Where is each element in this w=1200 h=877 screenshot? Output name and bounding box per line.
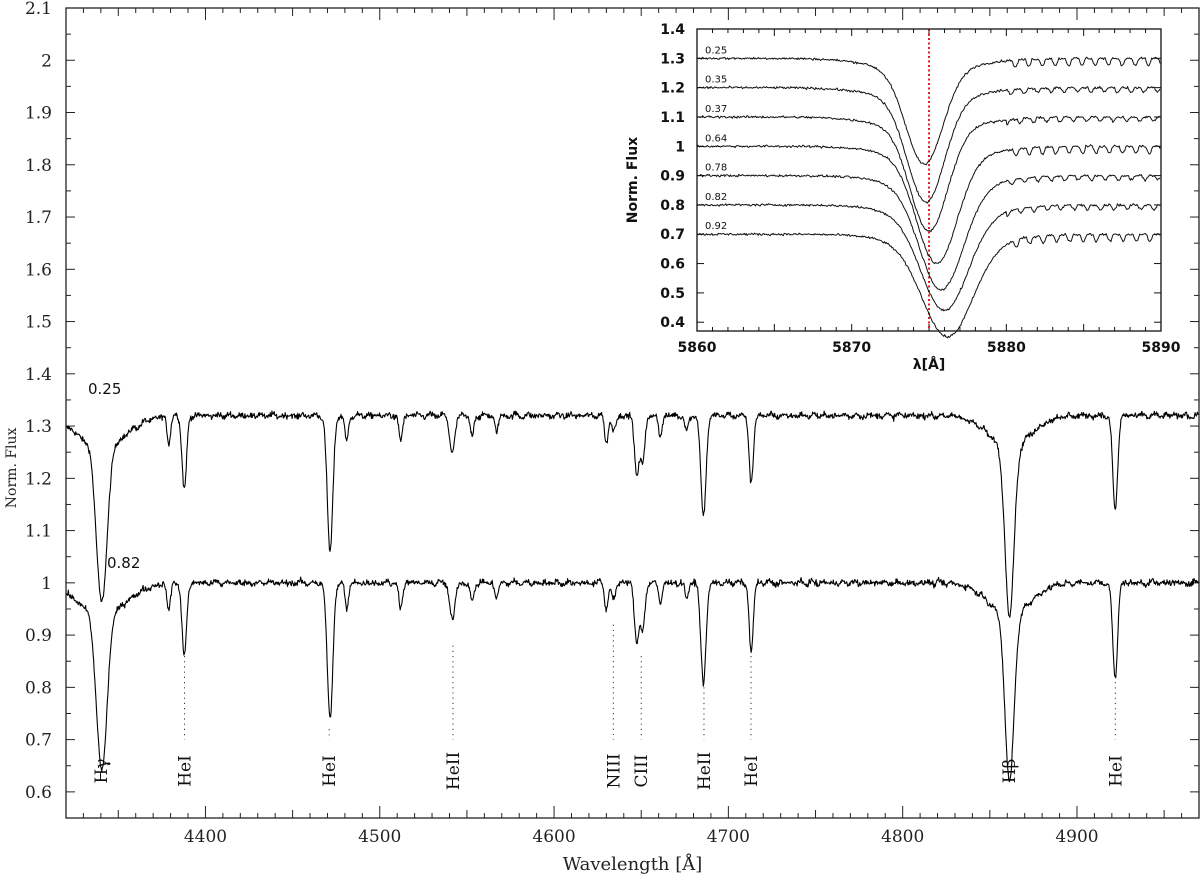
- inset-x-tick-label: 5860: [678, 340, 717, 356]
- main-y-tick-label: 0.8: [25, 678, 52, 698]
- inset-y-axis-label: Norm. Flux: [625, 137, 641, 223]
- inset-phase-label: 0.64: [705, 133, 727, 144]
- line-markers: Hγ HeI HeI HeII NIII CIII HeII HeI Hβ HeI: [92, 624, 1126, 790]
- phase-labels: 0.25 0.82: [88, 380, 140, 572]
- inset-series-0.78: [696, 173, 1161, 291]
- main-x-tick-label: 4500: [358, 827, 401, 847]
- inset-series-0.64: [696, 144, 1161, 265]
- main-y-tick-label: 1.2: [25, 469, 52, 489]
- phase-label: 0.82: [107, 554, 140, 572]
- main-x-tick-label: 4800: [881, 827, 924, 847]
- line-id-label: CIII: [632, 754, 652, 787]
- inset-y-tick-label: 1.2: [660, 81, 685, 97]
- inset-plot-frame: [696, 28, 1162, 332]
- inset-phase-label: 0.92: [705, 221, 727, 232]
- main-x-axis-label: Wavelength [Å]: [563, 853, 703, 875]
- inset-x-tick-label: 5890: [1142, 340, 1181, 356]
- inset-chart: 0.4 0.5 0.6 0.7 0.8 0.9 1 1.1 1.2 1.3 1.4 5860 5870…: [625, 22, 1181, 373]
- main-y-tick-label: 0.9: [25, 626, 52, 646]
- line-id-label: HeII: [695, 752, 715, 790]
- line-id-label: HeI: [1106, 755, 1126, 787]
- inset-phase-labels: 0.25 0.35 0.37 0.64 0.78 0.82 0.92: [705, 45, 727, 232]
- main-y-tick-label: 2.1: [25, 0, 52, 19]
- inset-phase-label: 0.25: [705, 45, 727, 56]
- inset-series-0.92: [696, 232, 1161, 339]
- inset-series-0.37: [696, 115, 1161, 233]
- inset-y-tick-label: 0.6: [660, 257, 685, 273]
- main-y-tick-label: 1.3: [25, 417, 52, 437]
- line-id-label: Hγ: [92, 758, 112, 783]
- main-x-tick-label: 4400: [184, 827, 227, 847]
- inset-phase-label: 0.37: [705, 104, 727, 115]
- inset-y-tick-label: 0.7: [660, 227, 685, 243]
- inset-series-0.82: [696, 203, 1161, 312]
- main-plot-frame: [65, 7, 1200, 819]
- main-y-axis: 0.6 0.7 0.8 0.9 1 1.1 1.2 1.3 1.4 1.5 1.6 1.7 1.8 1.9…: [25, 0, 1199, 803]
- inset-series-group: [696, 56, 1161, 339]
- main-y-tick-label: 1.9: [25, 104, 52, 124]
- inset-series-0.35: [696, 85, 1161, 204]
- line-id-label: HeI: [742, 755, 762, 787]
- main-x-tick-label: 4700: [707, 827, 750, 847]
- inset-y-tick-label: 1: [675, 139, 685, 155]
- main-y-tick-label: 1.5: [25, 313, 52, 333]
- inset-y-tick-label: 0.9: [660, 169, 685, 185]
- main-y-tick-label: 1.4: [25, 365, 52, 385]
- inset-phase-label: 0.82: [705, 192, 727, 203]
- inset-phase-label: 0.78: [705, 163, 727, 174]
- main-y-tick-label: 1.8: [25, 156, 52, 176]
- main-y-tick-label: 0.7: [25, 731, 52, 751]
- line-id-label: HeI: [176, 755, 196, 787]
- spectrum-series-0.82: [65, 576, 1200, 783]
- main-y-tick-label: 1.6: [25, 260, 52, 280]
- main-y-tick-label: 1: [41, 574, 52, 594]
- line-id-label: HeI: [320, 755, 340, 787]
- inset-x-axis: 5860 5870 5880 5890: [678, 29, 1181, 356]
- phase-label: 0.25: [88, 380, 121, 398]
- inset-y-tick-label: 0.5: [660, 286, 685, 302]
- inset-y-tick-label: 1.1: [660, 110, 685, 126]
- main-x-tick-label: 4600: [532, 827, 575, 847]
- main-chart: 0.6 0.7 0.8 0.9 1 1.1 1.2 1.3 1.4 1.5 1.6 1.7 1.8 1.9…: [4, 0, 1200, 875]
- main-x-tick-label: 4900: [1055, 827, 1098, 847]
- inset-x-tick-label: 5870: [832, 340, 871, 356]
- main-y-tick-label: 1.7: [25, 208, 52, 228]
- inset-y-tick-label: 1.3: [660, 51, 685, 67]
- main-y-tick-label: 2: [41, 51, 52, 71]
- main-y-axis-label: Norm. Flux: [4, 427, 20, 508]
- spectrum-series-0.25: [65, 410, 1199, 618]
- main-x-axis: 4400 4500 4600 4700 4800 4900: [82, 8, 1183, 847]
- line-id-label: Hβ: [1000, 759, 1020, 784]
- inset-y-tick-label: 1.4: [660, 22, 685, 38]
- line-id-label: NIII: [604, 753, 624, 788]
- inset-y-tick-label: 0.4: [660, 315, 685, 331]
- inset-series-0.25: [696, 56, 1161, 166]
- line-id-label: HeII: [444, 752, 464, 790]
- main-series-group: [65, 410, 1200, 783]
- inset-y-tick-label: 0.8: [660, 198, 685, 214]
- inset-phase-label: 0.35: [705, 75, 727, 86]
- main-y-tick-label: 1.1: [25, 522, 52, 542]
- inset-x-tick-label: 5880: [987, 340, 1026, 356]
- main-y-tick-label: 0.6: [25, 783, 52, 803]
- inset-x-axis-label: λ[Å]: [913, 356, 946, 373]
